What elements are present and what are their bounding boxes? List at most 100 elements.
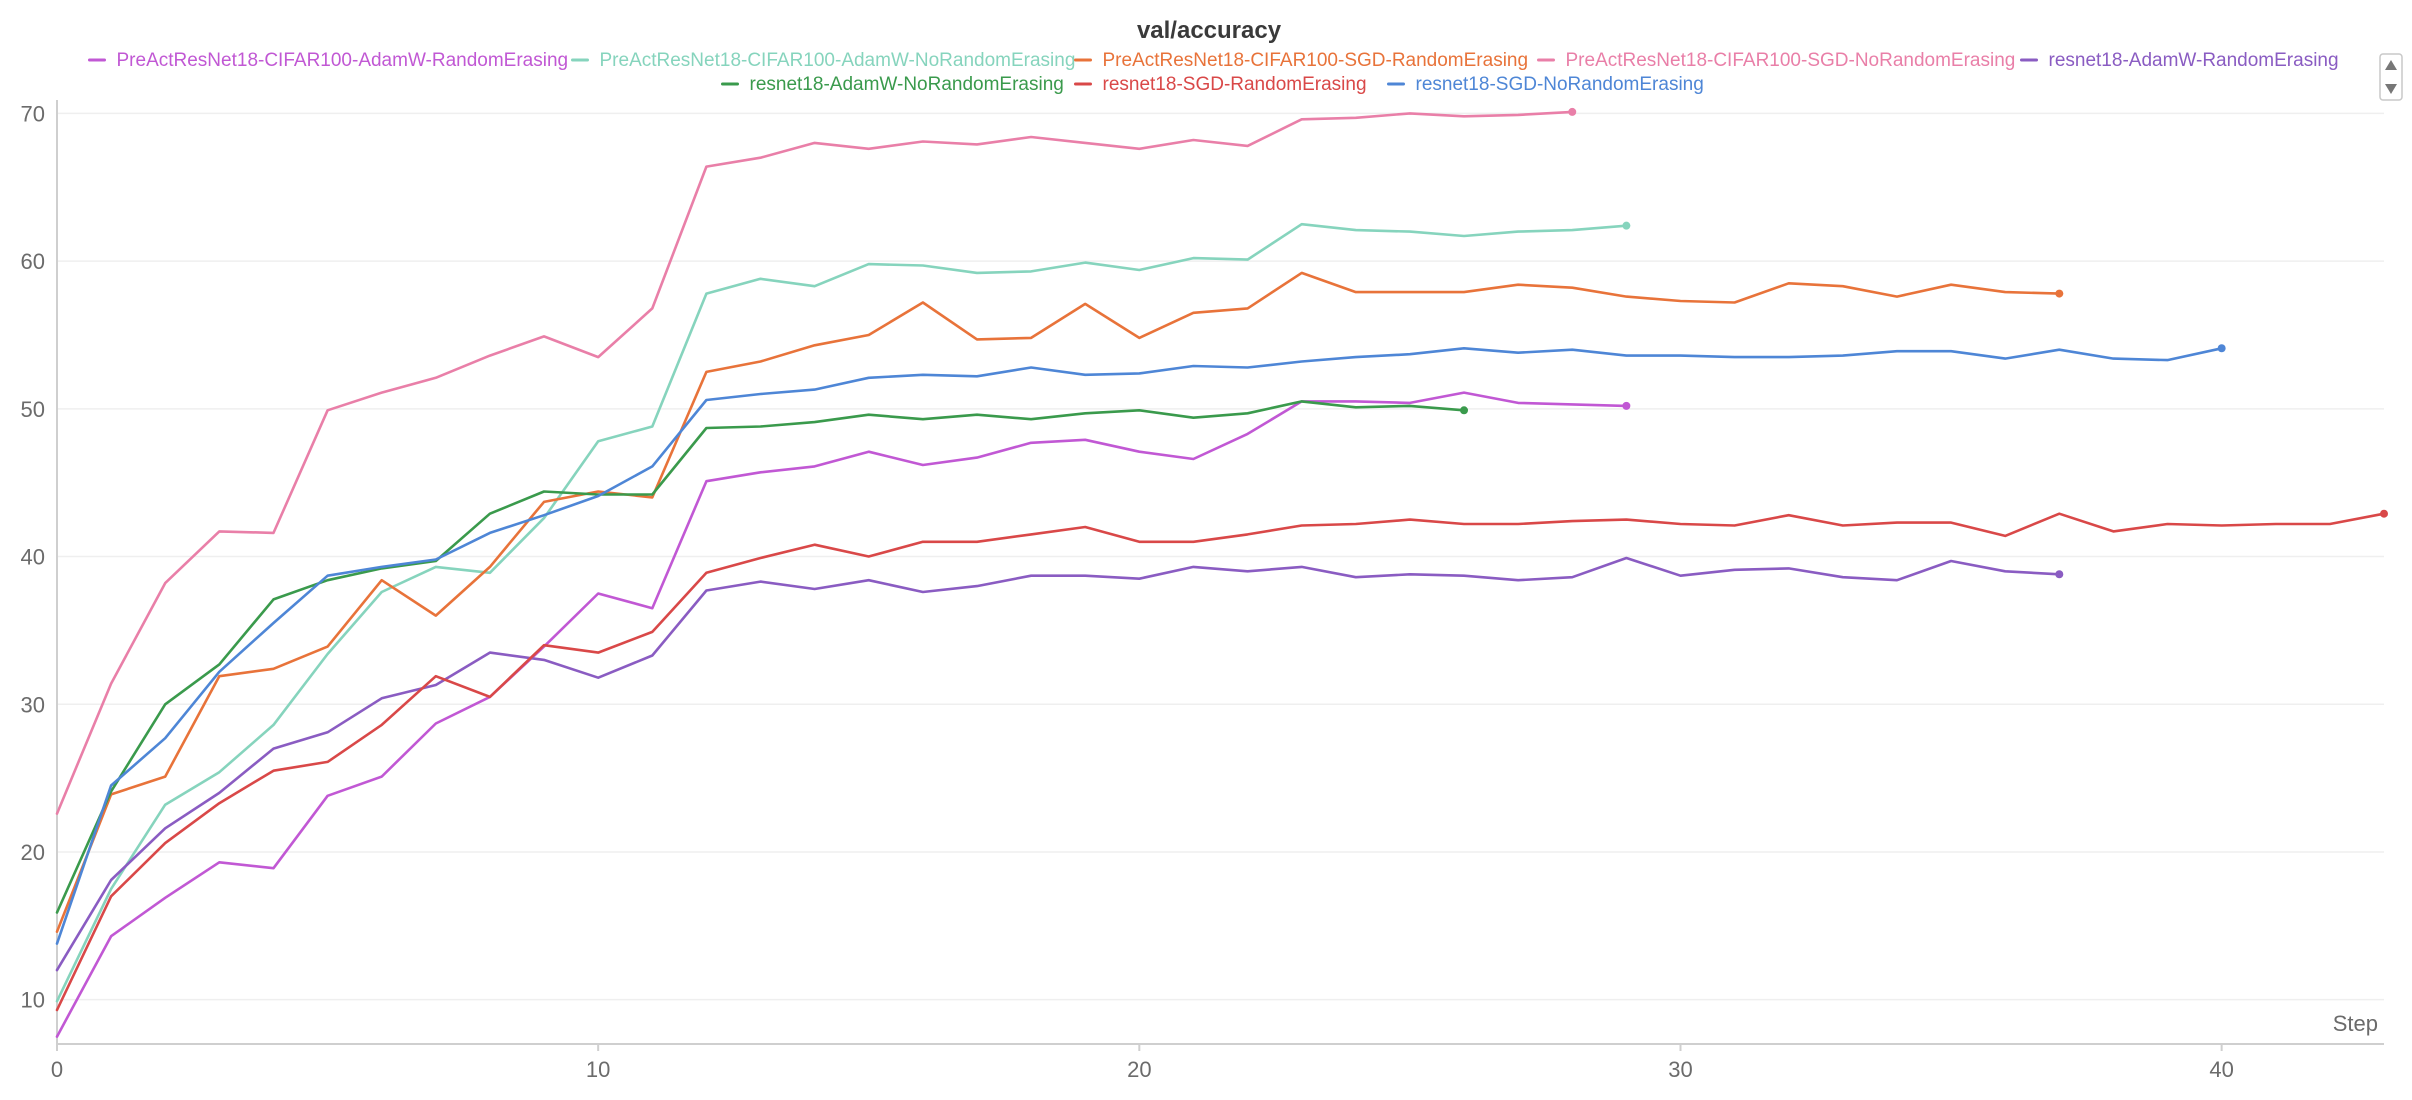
data-point[interactable] [1349,400,1363,414]
data-point[interactable] [1024,264,1038,278]
data-point[interactable] [321,640,335,654]
data-point[interactable] [1078,136,1092,150]
data-point[interactable] [970,369,984,383]
data-point[interactable] [808,538,822,552]
data-point[interactable] [1132,403,1146,417]
data-point[interactable] [1998,529,2012,543]
data-point[interactable] [1565,570,1579,584]
triangle-up-icon[interactable] [2385,60,2397,70]
data-point[interactable] [645,420,659,434]
data-point[interactable] [158,576,172,590]
data-point[interactable] [1349,517,1363,531]
data-point[interactable] [266,662,280,676]
data-point[interactable] [1186,560,1200,574]
data-point[interactable] [321,569,335,583]
data-point[interactable] [1078,297,1092,311]
data-point[interactable] [1078,433,1092,447]
data-point[interactable] [754,551,768,565]
data-point[interactable] [2161,517,2175,531]
data-point[interactable] [1619,513,1633,527]
data-point[interactable] [916,295,930,309]
data-point[interactable] [1295,217,1309,231]
data-point[interactable] [1132,572,1146,586]
legend-item-resnet18-adamw-norandomerasing[interactable]: resnet18-AdamW-NoRandomErasing [721,74,1064,95]
data-point[interactable] [1944,278,1958,292]
data-point[interactable] [754,465,768,479]
data-point[interactable] [1619,290,1633,304]
data-point[interactable] [212,796,226,810]
data-point[interactable] [1403,225,1417,239]
data-point[interactable] [1349,223,1363,237]
data-point[interactable] [158,770,172,784]
data-point[interactable] [1349,350,1363,364]
data-point[interactable] [970,579,984,593]
data-point[interactable] [50,963,64,977]
data-point[interactable] [591,489,605,503]
data-point[interactable] [1078,406,1092,420]
data-point[interactable] [1403,399,1417,413]
data-point[interactable] [1024,436,1038,450]
data-point[interactable] [1024,412,1038,426]
data-point[interactable] [1457,109,1471,123]
data-point[interactable] [1403,285,1417,299]
series-line-resnet18-sgd-randomerasing[interactable] [55,512,2386,1012]
series-line-resnet18-adamw-norandomerasing[interactable] [55,400,1466,914]
data-point[interactable] [645,625,659,639]
data-point[interactable] [1890,516,1904,530]
data-point[interactable] [1673,349,1687,363]
data-point[interactable] [916,412,930,426]
data-point[interactable] [808,383,822,397]
data-point[interactable] [2323,517,2337,531]
data-point[interactable] [591,586,605,600]
data-point[interactable] [429,552,443,566]
data-point[interactable] [1836,349,1850,363]
data-point[interactable] [808,459,822,473]
data-point[interactable] [1511,517,1525,531]
data-point[interactable] [645,459,659,473]
data-point[interactable] [375,386,389,400]
data-point[interactable] [158,821,172,835]
data-point[interactable] [266,616,280,630]
series-line-preactresnet18-cifar100-adamw-randomerasing[interactable] [55,391,1628,1038]
data-point[interactable] [591,350,605,364]
data-point[interactable] [375,560,389,574]
data-point[interactable] [483,646,497,660]
data-point[interactable] [1944,516,1958,530]
data-point[interactable] [483,507,497,521]
data-point[interactable] [862,445,876,459]
triangle-down-icon[interactable] [2385,84,2397,94]
data-point[interactable] [104,778,118,792]
data-point[interactable] [158,836,172,850]
data-point[interactable] [1728,519,1742,533]
data-point[interactable] [50,1003,64,1017]
series-line-resnet18-sgd-norandomerasing[interactable] [55,346,2223,945]
data-point[interactable] [645,301,659,315]
data-point[interactable] [1728,295,1742,309]
data-point[interactable] [429,716,443,730]
data-point[interactable] [1349,285,1363,299]
data-point[interactable] [321,725,335,739]
data-point[interactable] [266,764,280,778]
data-point[interactable] [1241,427,1255,441]
data-point[interactable] [1078,520,1092,534]
data-point[interactable] [1511,396,1525,410]
data-point[interactable] [537,508,551,522]
legend-item-resnet18-sgd-randomerasing[interactable]: resnet18-SGD-RandomErasing [1074,74,1367,95]
data-point[interactable] [1673,569,1687,583]
data-point[interactable] [1998,564,2012,578]
data-point[interactable] [2106,524,2120,538]
data-point[interactable] [1078,569,1092,583]
data-point[interactable] [1565,281,1579,295]
data-point[interactable] [862,257,876,271]
data-point[interactable] [1349,111,1363,125]
data-point[interactable] [1024,331,1038,345]
data-point[interactable] [1241,360,1255,374]
data-point[interactable] [1565,343,1579,357]
series-line-preactresnet18-cifar100-adamw-norandomerasing[interactable] [55,222,1628,1003]
data-point[interactable] [808,582,822,596]
data-point[interactable] [1457,229,1471,243]
data-point[interactable] [1241,253,1255,267]
data-point[interactable] [321,755,335,769]
data-point[interactable] [1186,251,1200,265]
data-point[interactable] [2161,353,2175,367]
